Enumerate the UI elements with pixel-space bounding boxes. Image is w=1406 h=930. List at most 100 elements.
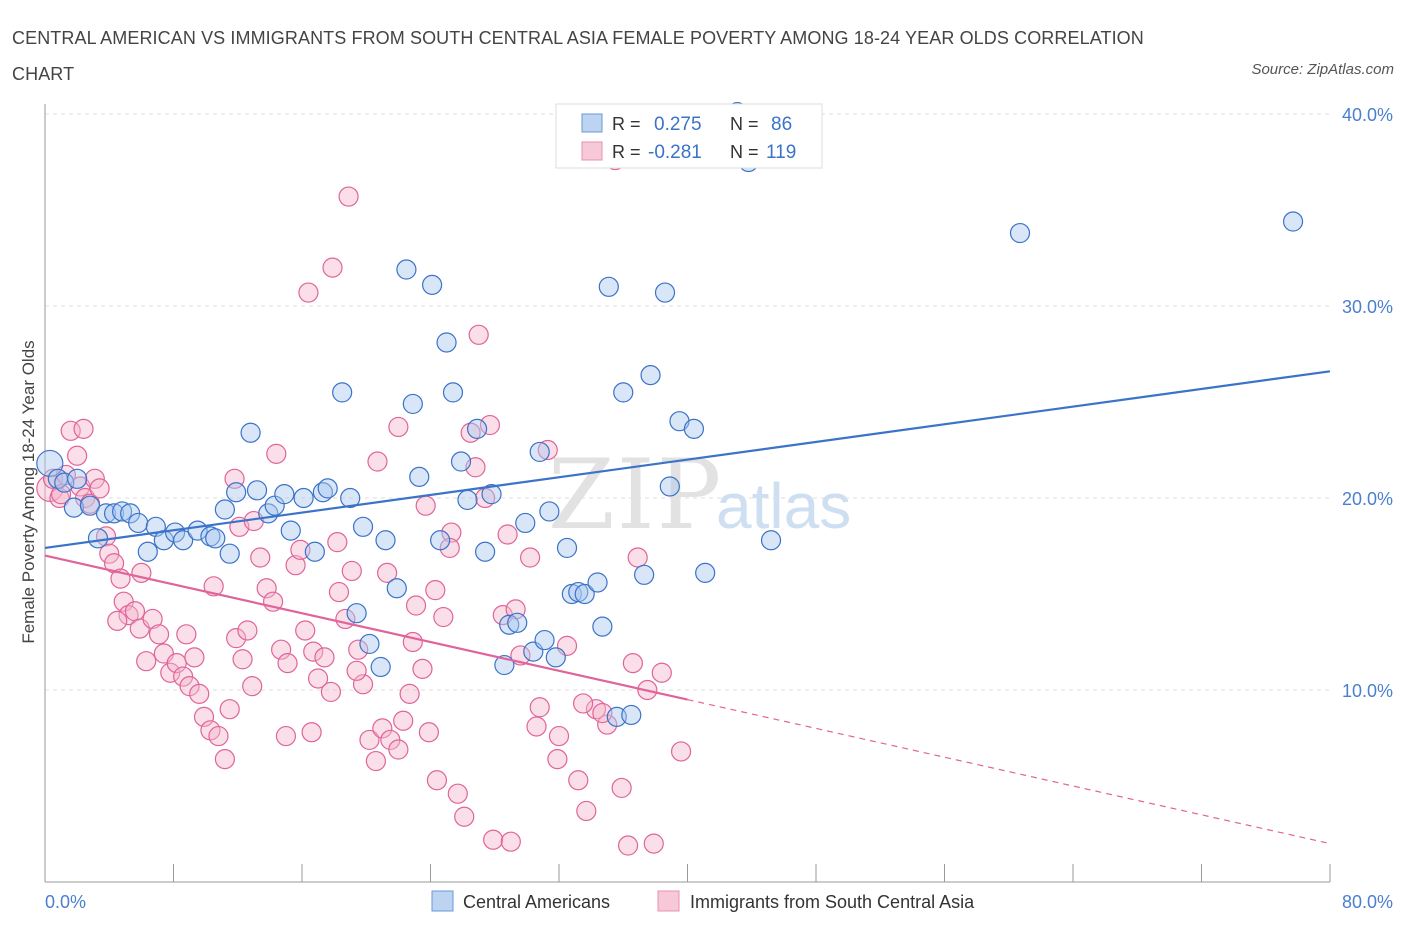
legend-pink-swatch: [657, 890, 680, 912]
data-point: [176, 624, 197, 645]
y-tick-label: 30.0%: [1342, 297, 1393, 317]
data-point: [314, 647, 335, 668]
data-point: [399, 683, 420, 704]
data-point: [352, 516, 374, 537]
data-point: [346, 660, 367, 681]
watermark-atlas: atlas: [716, 470, 851, 542]
grid: [45, 113, 1330, 691]
stats-blue-n-label: N =: [730, 114, 759, 134]
data-point: [137, 541, 158, 562]
data-point: [534, 629, 555, 651]
data-point: [659, 476, 680, 497]
pink-trend-line-extension: [687, 699, 1331, 845]
data-point: [388, 739, 409, 760]
data-point: [142, 608, 163, 630]
data-point: [454, 806, 475, 827]
data-point: [500, 831, 521, 852]
axes: [44, 104, 1331, 883]
data-point: [307, 668, 329, 689]
data-point: [634, 564, 655, 585]
data-point: [548, 725, 570, 747]
data-point: [375, 530, 396, 551]
data-point: [54, 472, 75, 493]
data-point: [388, 416, 409, 438]
data-point: [574, 583, 595, 605]
y-tick-labels: 10.0% 20.0% 30.0% 40.0%: [1342, 105, 1393, 701]
data-point: [367, 451, 388, 472]
data-point: [519, 547, 541, 568]
data-point: [214, 499, 235, 520]
data-point: [365, 750, 386, 772]
data-point: [277, 653, 298, 674]
data-point: [327, 532, 348, 553]
data-point: [643, 833, 664, 854]
blue-trend-line: [44, 370, 1331, 550]
data-point: [189, 683, 210, 704]
data-point: [611, 777, 632, 799]
data-point: [370, 656, 391, 678]
data-point: [422, 274, 443, 295]
stats-pink-r-value: -0.281: [648, 142, 702, 163]
data-point: [242, 676, 263, 697]
data-point: [396, 259, 417, 280]
data-point: [587, 572, 608, 593]
data-point: [372, 718, 393, 739]
data-point: [63, 497, 85, 518]
data-point: [447, 783, 468, 804]
legend-blue-label: Central Americans: [463, 892, 610, 912]
data-point: [103, 553, 125, 574]
data-point: [332, 382, 353, 403]
data-point: [346, 603, 367, 624]
data-point: [409, 466, 430, 487]
data-point: [426, 770, 448, 791]
data-point: [526, 716, 547, 737]
data-point: [293, 487, 314, 509]
data-point: [460, 422, 481, 443]
trend-lines: [44, 370, 1331, 845]
data-point: [136, 651, 157, 672]
data-point: [529, 697, 550, 718]
data-point: [617, 835, 639, 856]
data-point: [433, 606, 454, 628]
data-point: [475, 541, 496, 562]
data-point: [606, 706, 627, 727]
data-point: [348, 639, 369, 660]
data-point: [226, 482, 247, 503]
data-point: [219, 543, 240, 564]
data-point: [36, 474, 64, 502]
data-point: [184, 647, 205, 668]
data-point: [402, 393, 423, 415]
data-point: [95, 503, 117, 524]
stats-pink-r-label: R =: [612, 142, 641, 162]
data-point: [627, 547, 648, 568]
data-point: [67, 468, 88, 489]
data-point: [483, 829, 504, 850]
data-point: [402, 631, 423, 653]
data-point: [442, 382, 464, 403]
legend-blue-swatch: [431, 890, 454, 912]
data-point: [275, 725, 297, 747]
data-point: [598, 276, 619, 297]
data-point: [298, 282, 319, 303]
data-point: [654, 282, 676, 303]
data-point: [256, 578, 277, 599]
stats-blue-n-value: 86: [771, 114, 792, 135]
data-point: [497, 524, 518, 545]
data-point: [118, 605, 139, 626]
data-point: [386, 578, 407, 599]
data-point: [99, 543, 120, 564]
data-point: [622, 653, 643, 674]
stats-pink-n-value: 119: [766, 142, 796, 163]
data-point: [425, 580, 446, 601]
data-point: [450, 451, 472, 472]
data-point: [295, 620, 316, 641]
data-point: [165, 522, 186, 543]
data-point: [50, 484, 72, 505]
data-point: [322, 257, 343, 278]
data-point: [67, 445, 88, 466]
data-point: [128, 512, 149, 534]
data-point: [670, 741, 692, 762]
x-tick-min: 0.0%: [45, 892, 86, 912]
data-point: [585, 699, 607, 720]
